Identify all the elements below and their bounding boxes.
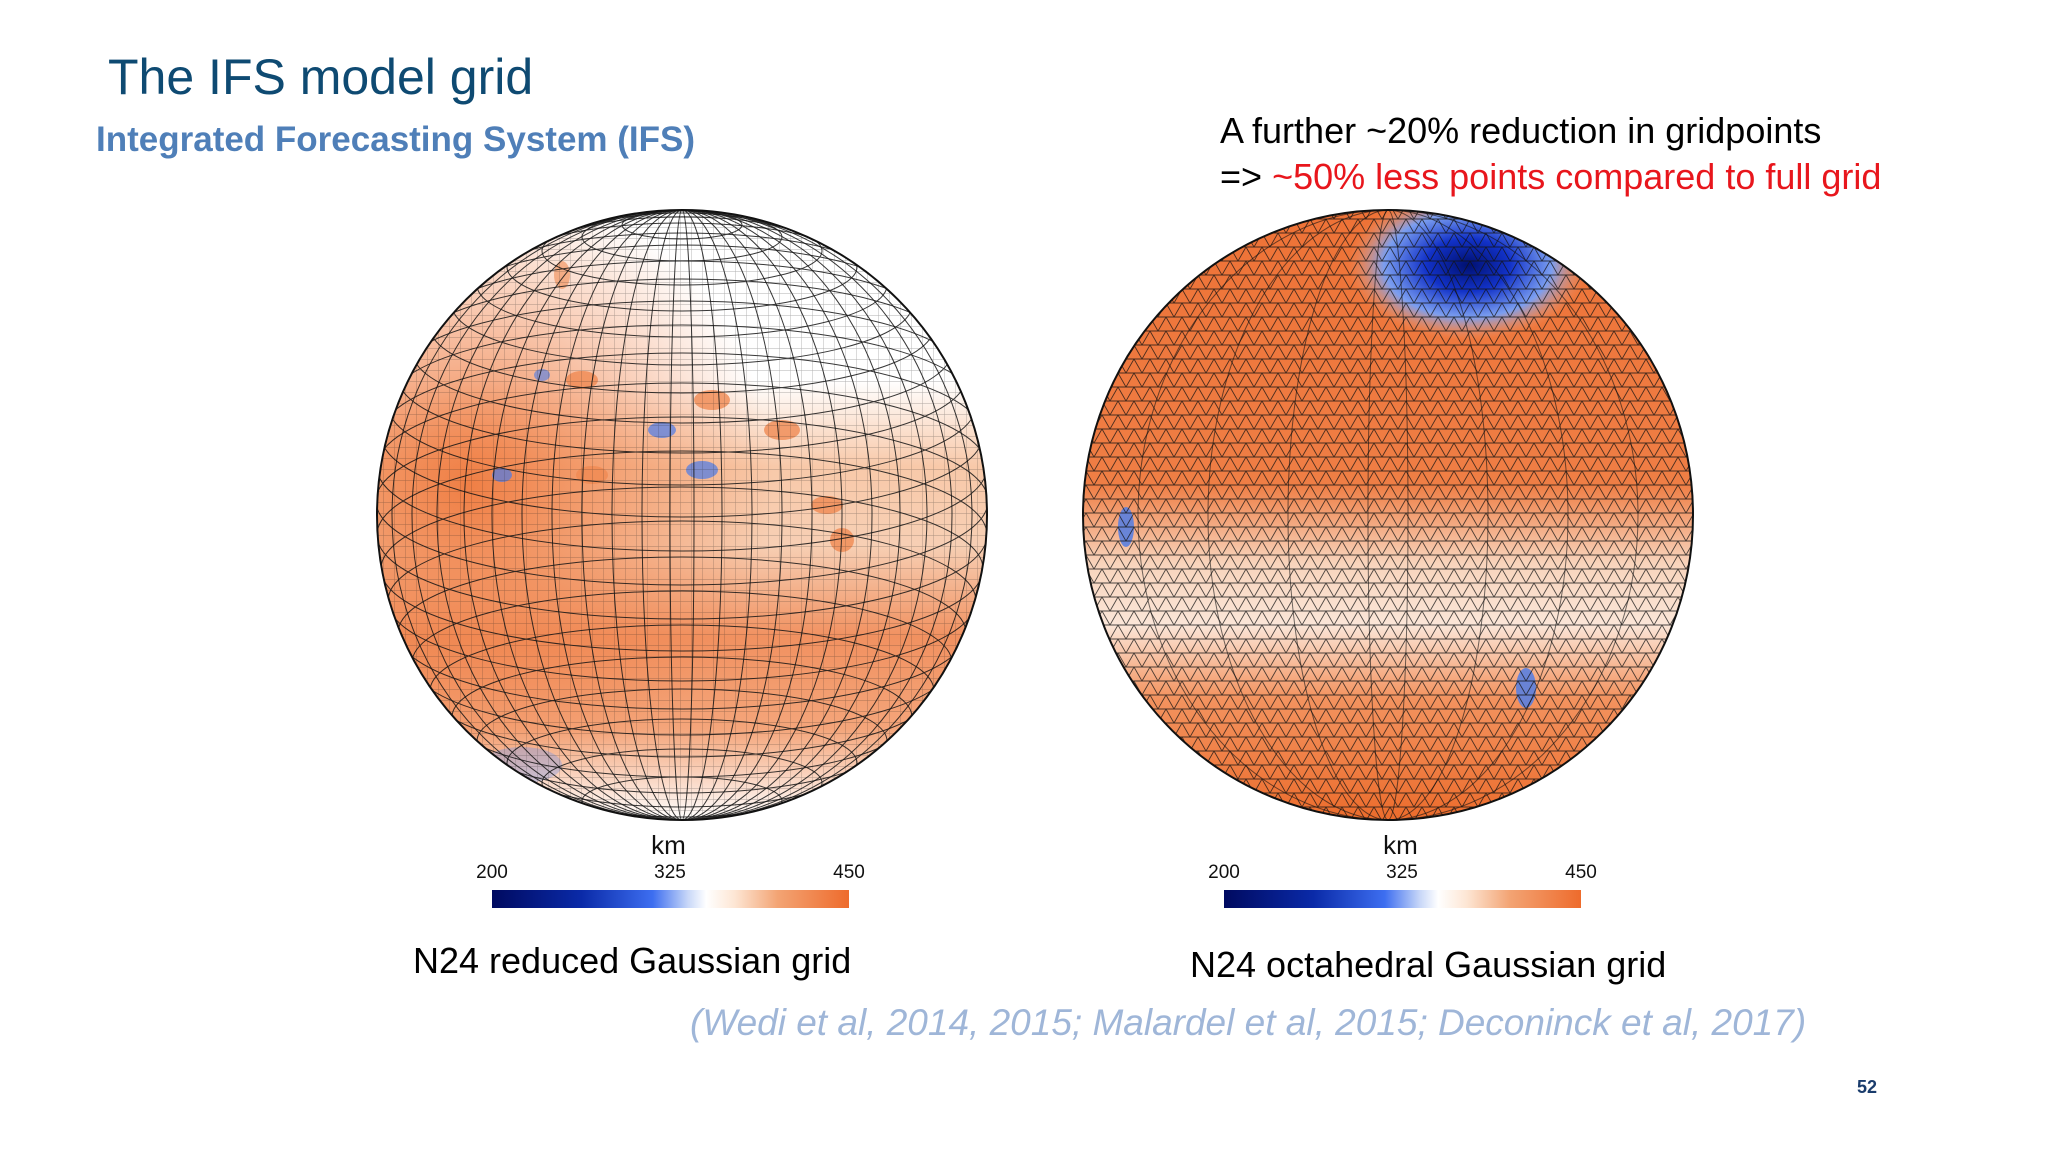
citation: (Wedi et al, 2014, 2015; Malardel et al,… xyxy=(690,1002,1807,1043)
colorbar-max-tick: 450 xyxy=(833,862,865,883)
colorbar-unit-label: km xyxy=(1383,830,1418,860)
octahedral-gaussian-globe-image xyxy=(1082,209,1694,821)
page-number: 52 xyxy=(1857,1077,1878,1097)
reduced-gaussian-globe xyxy=(372,205,992,825)
colorbar-min-tick: 200 xyxy=(476,862,508,883)
colorbar-max-tick: 450 xyxy=(1565,862,1597,883)
slide-subtitle: Integrated Forecasting System (IFS) xyxy=(96,120,696,159)
octahedral-grid-caption: N24 octahedral Gaussian grid xyxy=(1190,944,1667,985)
colorbar-mid-tick: 325 xyxy=(654,862,686,883)
note-line-2-prefix: => xyxy=(1220,156,1273,197)
octahedral-gaussian-globe xyxy=(1078,205,1698,825)
colorbar-mid-tick: 325 xyxy=(1386,862,1418,883)
reduced-gaussian-globe-image xyxy=(376,209,988,821)
note-line-2-highlight: ~50% less points compared to full grid xyxy=(1272,156,1882,197)
note-line-2: => ~50% less points compared to full gri… xyxy=(1220,154,1881,200)
note-line-1: A further ~20% reduction in gridpoints xyxy=(1220,110,1822,151)
colorbar-gradient xyxy=(1224,890,1581,908)
colorbar-gradient xyxy=(492,890,849,908)
reduced-grid-caption: N24 reduced Gaussian grid xyxy=(413,940,852,981)
octahedral-grid-colorbar: km 200 325 450 xyxy=(1208,830,1678,920)
gridpoint-reduction-note: A further ~20% reduction in gridpoints =… xyxy=(1220,108,1881,200)
slide-title: The IFS model grid xyxy=(108,49,534,105)
colorbar-unit-label: km xyxy=(651,830,686,860)
reduced-grid-colorbar: km 200 325 450 xyxy=(476,830,946,920)
colorbar-min-tick: 200 xyxy=(1208,862,1240,883)
